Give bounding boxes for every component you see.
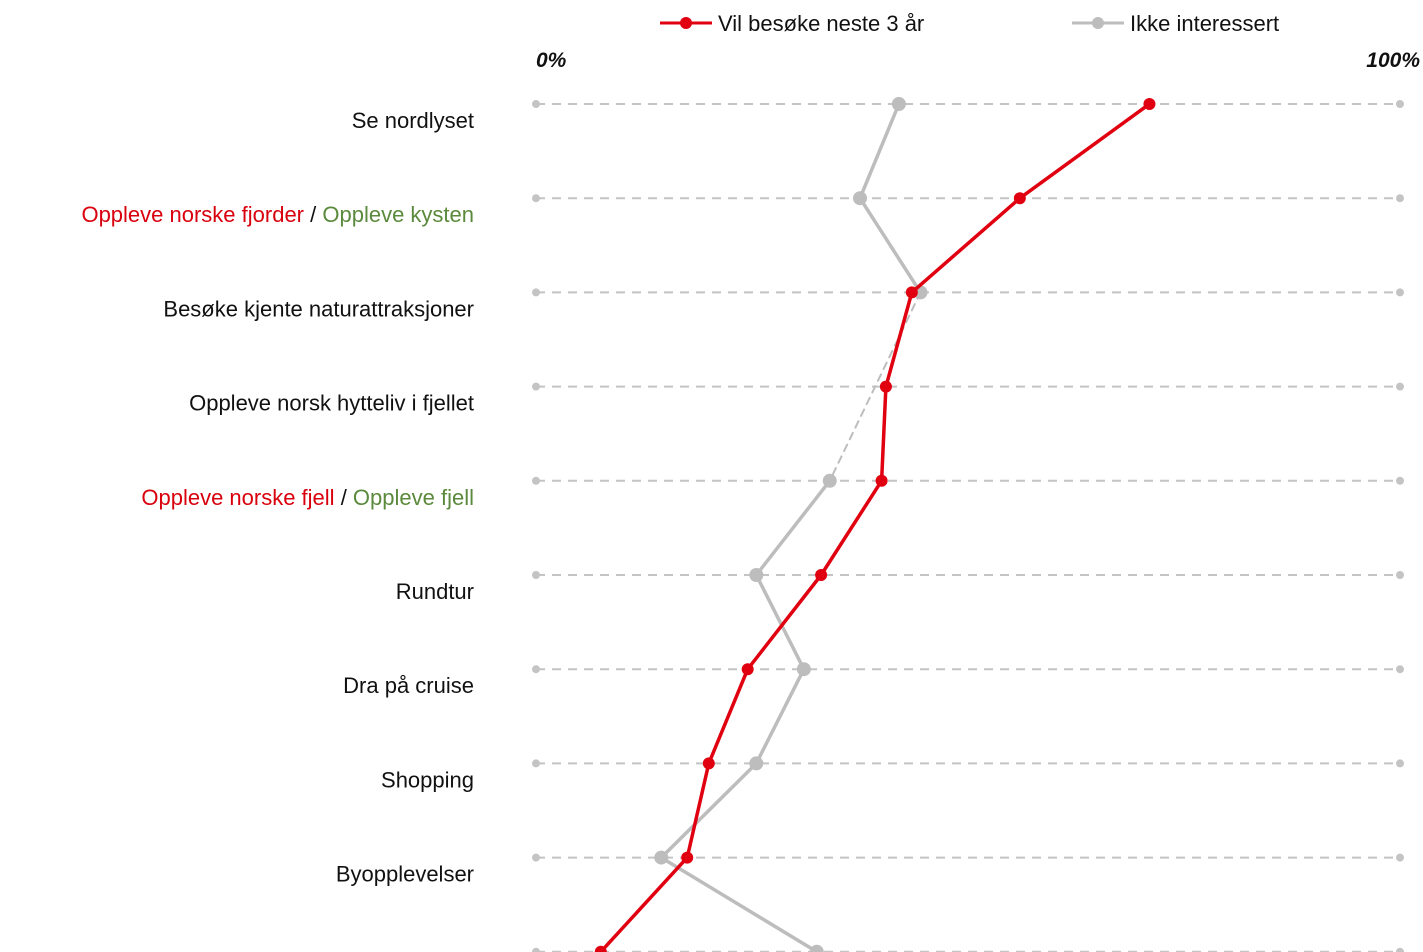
category-label-part: Byopplevelser <box>336 862 474 887</box>
series-segment <box>879 384 888 483</box>
series-segment <box>685 761 711 860</box>
series-point <box>1013 192 1026 205</box>
category-label-part: Besøke kjente naturattraksjoner <box>163 296 474 321</box>
category-label: Oppleve norske fjorder / Oppleve kysten <box>81 202 474 227</box>
series-segment <box>828 291 922 482</box>
category-label-part: Oppleve norske fjorder <box>81 202 304 227</box>
gridline-start-dot <box>532 853 540 862</box>
series-layer <box>594 97 1156 952</box>
category-label: Shopping <box>381 767 474 792</box>
category-label-part: Se nordlyset <box>352 108 474 133</box>
series-segment <box>659 761 759 860</box>
series-segment <box>707 667 750 766</box>
legend-marker-ikke <box>1092 17 1104 29</box>
series-1 <box>654 97 928 952</box>
legend-label-vil: Vil besøke neste 3 år <box>718 11 924 36</box>
gridline-start-dot <box>532 947 540 952</box>
series-segment <box>884 290 914 389</box>
legend-label-ikke: Ikke interessert <box>1130 11 1279 36</box>
series-segment <box>858 196 923 295</box>
series-point <box>796 662 811 677</box>
gridline-end-dot <box>1396 476 1404 485</box>
gridline-start-dot <box>532 476 540 485</box>
gridline-start-dot <box>532 382 540 391</box>
series-point <box>749 568 764 582</box>
category-label-part: Rundtur <box>396 579 474 604</box>
category-label: Oppleve norske fjell / Oppleve fjell <box>141 485 474 510</box>
gridline-end-dot <box>1396 288 1404 297</box>
series-segment <box>1018 102 1152 200</box>
series-segment <box>754 573 806 671</box>
category-label: Oppleve norsk hytteliv i fjellet <box>189 391 474 416</box>
gridline-end-dot <box>1396 947 1404 952</box>
series-point <box>749 756 764 771</box>
series-segment <box>659 855 819 952</box>
gridline-start-dot <box>532 288 540 297</box>
category-label-part: Oppleve fjell <box>353 485 474 510</box>
category-labels: Se nordlyset Oppleve norske fjorder / Opp… <box>81 108 474 887</box>
series-point <box>905 286 918 299</box>
gridline-end-dot <box>1396 853 1404 862</box>
category-label: Besøke kjente naturattraksjoner <box>163 296 474 321</box>
series-point <box>875 474 888 487</box>
gridline-end-dot <box>1396 665 1404 674</box>
series-segment <box>858 102 901 200</box>
gridline-end-dot <box>1396 194 1404 203</box>
series-point <box>741 663 754 676</box>
series-segment <box>819 479 884 577</box>
series-point <box>815 569 828 581</box>
series-segment <box>910 196 1022 295</box>
axis-end-label: 100% <box>1366 49 1420 72</box>
legend-marker-vil <box>680 17 692 29</box>
gridline-start-dot <box>532 571 540 579</box>
gridline-end-dot <box>1396 571 1404 579</box>
legend: Vil besøke neste 3 år Ikke interessert <box>660 11 1279 36</box>
category-label-part: Oppleve kysten <box>322 202 474 227</box>
series-point <box>681 851 694 864</box>
series-point <box>1143 98 1156 110</box>
series-point <box>879 380 892 393</box>
category-label-part: Dra på cruise <box>343 673 474 698</box>
gridline-start-dot <box>532 194 540 203</box>
series-0 <box>594 98 1156 952</box>
series-point <box>594 945 607 952</box>
axis-start-label: 0% <box>536 49 567 72</box>
series-point <box>822 473 837 488</box>
category-label: Rundtur <box>396 579 474 604</box>
gridline-start-dot <box>532 665 540 674</box>
series-point <box>654 850 669 865</box>
gridline-end-dot <box>1396 759 1404 768</box>
category-label: Byopplevelser <box>336 862 474 887</box>
series-point <box>891 97 906 111</box>
gridline-start-dot <box>532 759 540 768</box>
series-segment <box>754 667 806 766</box>
gridline-start-dot <box>532 100 540 108</box>
gridlines <box>532 100 1404 952</box>
series-point <box>853 191 867 206</box>
category-label-part: Shopping <box>381 767 474 792</box>
category-label: Se nordlyset <box>352 108 474 133</box>
category-label: Dra på cruise <box>343 673 474 698</box>
category-label-part: Oppleve norske fjell <box>141 485 334 510</box>
category-label-part: / <box>304 202 322 227</box>
category-label-part: / <box>335 485 353 510</box>
series-segment <box>745 573 823 671</box>
gridline-end-dot <box>1396 100 1404 108</box>
gridline-end-dot <box>1396 382 1404 391</box>
category-label-part: Oppleve norsk hytteliv i fjellet <box>189 391 474 416</box>
series-segment <box>754 479 832 577</box>
series-segment <box>599 855 689 952</box>
series-point <box>809 944 824 952</box>
series-point <box>702 757 715 770</box>
